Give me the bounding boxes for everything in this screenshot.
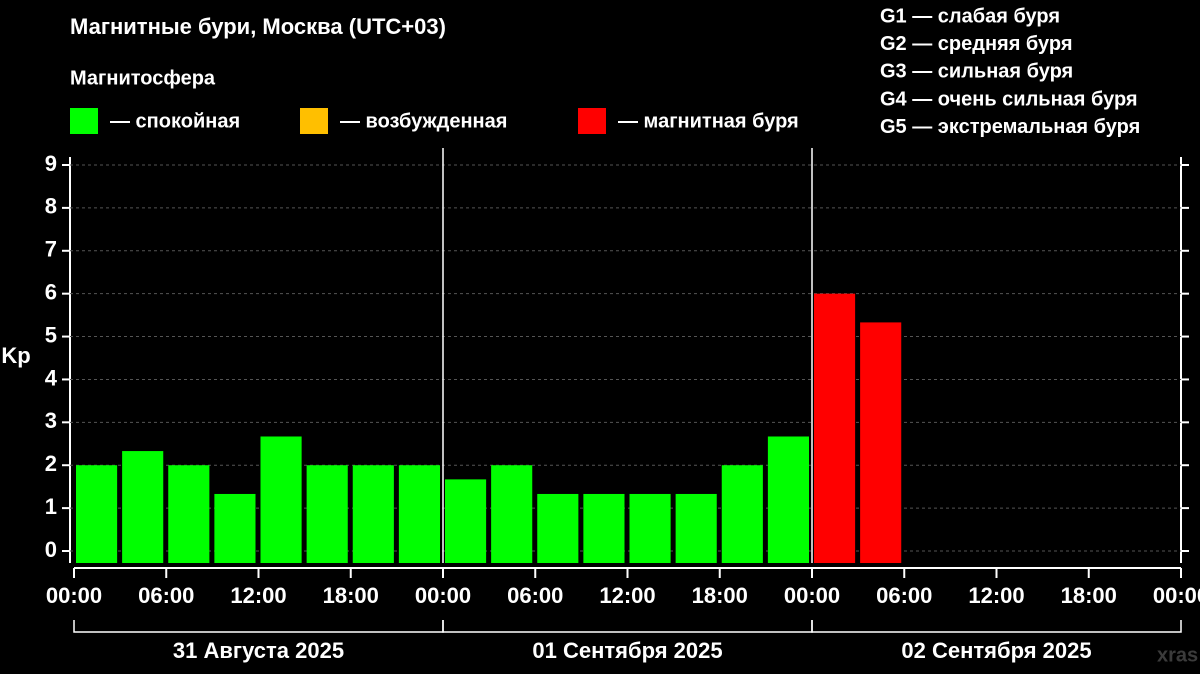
watermark: xras [1157,644,1198,666]
chart-title: Магнитные бури, Москва (UTC+03) [70,14,446,39]
bar [76,465,118,563]
bar [306,465,348,563]
chart-subtitle: Магнитосфера [70,67,216,89]
legend-label: — спокойная [110,110,240,132]
x-tick-label: 00:00 [46,583,102,608]
y-tick-label: 9 [45,151,57,176]
bar [767,436,809,563]
day-label: 02 Сентября 2025 [901,638,1091,663]
y-tick-label: 8 [45,194,57,219]
bar [721,465,763,563]
x-tick-label: 06:00 [876,583,932,608]
bar [445,479,487,563]
y-tick-label: 0 [45,537,57,562]
day-bracket [811,620,1182,633]
bar [491,465,533,563]
bar [260,436,302,563]
y-tick-label: 3 [45,408,57,433]
legend-label: — возбужденная [340,110,507,132]
bar [629,493,671,563]
y-axis-label: Kp [1,343,30,368]
bar [814,293,856,563]
bar [675,493,717,563]
y-tick-label: 5 [45,322,57,347]
bar [352,465,394,563]
bar [583,493,625,563]
bar [168,465,210,563]
legend-label: — магнитная буря [618,110,799,132]
y-tick-label: 2 [45,451,57,476]
legend-swatch [70,108,98,134]
day-label: 31 Августа 2025 [173,638,344,663]
x-tick-label: 12:00 [599,583,655,608]
y-tick-label: 6 [45,279,57,304]
x-tick-label: 12:00 [230,583,286,608]
storm-level-label: G1 — слабая буря [880,5,1060,27]
y-tick-label: 7 [45,237,57,262]
bar [860,322,902,563]
bar [398,465,440,563]
x-tick-label: 06:00 [138,583,194,608]
bar [122,451,164,563]
legend-swatch [300,108,328,134]
y-tick-label: 1 [45,494,57,519]
x-tick-label: 18:00 [692,583,748,608]
day-label: 01 Сентября 2025 [532,638,722,663]
x-tick-label: 18:00 [323,583,379,608]
x-tick-label: 18:00 [1061,583,1117,608]
legend-swatch [578,108,606,134]
y-tick-label: 4 [45,365,58,390]
x-tick-label: 06:00 [507,583,563,608]
x-tick-label: 00:00 [1153,583,1200,608]
storm-level-label: G3 — сильная буря [880,61,1073,83]
bar [537,493,579,563]
storm-level-label: G2 — средняя буря [880,33,1073,55]
x-tick-label: 00:00 [784,583,840,608]
storm-level-label: G5 — экстремальная буря [880,116,1140,138]
x-tick-label: 12:00 [968,583,1024,608]
bar [214,493,256,563]
storm-level-label: G4 — очень сильная буря [880,88,1138,110]
x-tick-label: 00:00 [415,583,471,608]
